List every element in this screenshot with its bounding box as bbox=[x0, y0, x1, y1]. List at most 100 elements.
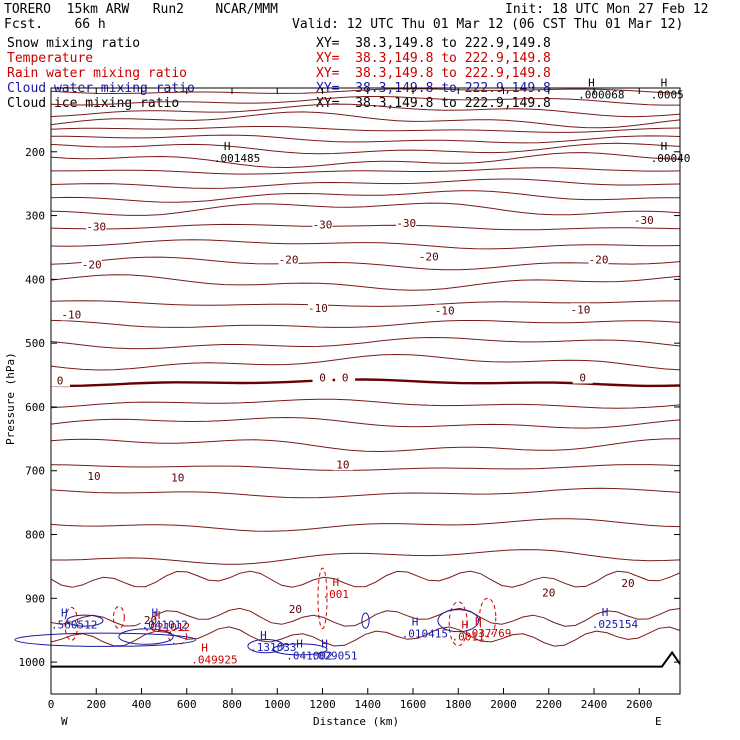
y-tick-label: 1000 bbox=[19, 656, 46, 669]
contour-label-bg bbox=[50, 374, 71, 387]
temperature-label: -30 bbox=[634, 214, 654, 227]
temperature-label: -30 bbox=[313, 218, 333, 231]
temperature-contour bbox=[50, 202, 681, 216]
contour-label-bg bbox=[278, 253, 299, 266]
temperature-label: -10 bbox=[435, 305, 455, 318]
temperature-contour bbox=[50, 178, 681, 189]
contour-label-bg bbox=[86, 220, 107, 233]
temperature-contour bbox=[50, 353, 681, 371]
temperature-contour bbox=[50, 319, 681, 328]
contour-label-bg bbox=[167, 471, 188, 484]
contour-label-bg bbox=[312, 218, 333, 231]
temperature-label: 20 bbox=[542, 586, 555, 599]
y-tick-label: 300 bbox=[25, 210, 45, 223]
x-axis-label: Distance (km) bbox=[313, 715, 399, 728]
x-tick-label: 400 bbox=[132, 698, 152, 711]
temperature-label: -30 bbox=[86, 220, 106, 233]
extremum-value-label: .001485 bbox=[214, 152, 260, 165]
temperature-label: 20 bbox=[144, 614, 157, 627]
temperature-contour bbox=[51, 549, 681, 565]
cloud-water-contour bbox=[272, 643, 328, 656]
contour-label-bg bbox=[307, 301, 328, 314]
extremum-value-label: .037769 bbox=[465, 627, 511, 640]
temperature-contour bbox=[50, 626, 681, 647]
high-marker: H bbox=[475, 615, 482, 628]
x-tick-label: 2000 bbox=[490, 698, 517, 711]
east-label: E bbox=[655, 715, 662, 728]
legend-snow: Snow mixing ratio bbox=[7, 36, 141, 51]
extremum-value-label: .560512 bbox=[51, 618, 97, 631]
contour-label-bg bbox=[418, 250, 439, 263]
legend-cloud-ice: Cloud ice mixing ratio bbox=[7, 96, 180, 111]
high-marker: H bbox=[152, 606, 159, 619]
contour-label-bg bbox=[285, 603, 306, 616]
valid-time: Valid: 12 UTC Thu 01 Mar 12 (06 CST Thu … bbox=[292, 17, 684, 32]
y-tick-label: 800 bbox=[25, 529, 45, 542]
high-marker: H bbox=[412, 615, 419, 628]
high-marker: H bbox=[61, 606, 68, 619]
x-tick-label: 2600 bbox=[626, 698, 653, 711]
y-tick-label: 900 bbox=[25, 592, 45, 605]
temperature-label: -10 bbox=[571, 303, 591, 316]
extremum-value-label: .131033 bbox=[250, 641, 296, 654]
contour-label-bg bbox=[572, 371, 593, 384]
contour-label-bg bbox=[570, 303, 591, 316]
temperature-contour bbox=[50, 142, 681, 155]
x-tick-label: 2200 bbox=[536, 698, 563, 711]
x-tick-label: 1400 bbox=[355, 698, 382, 711]
high-marker: H bbox=[296, 638, 303, 651]
temperature-contour bbox=[50, 274, 681, 291]
legend-snow-xy: XY= 38.3,149.8 to 222.9,149.8 bbox=[316, 36, 551, 51]
contour-label-bg bbox=[538, 586, 559, 599]
temperature-contour bbox=[50, 518, 681, 532]
temperature-contour bbox=[50, 126, 681, 133]
cloud-water-contour bbox=[118, 628, 174, 645]
legend-rain-xy: XY= 38.3,149.8 to 222.9,149.8 bbox=[316, 66, 551, 81]
temperature-contour bbox=[50, 96, 680, 106]
rain-water-contour bbox=[112, 605, 125, 629]
temperature-label: -20 bbox=[279, 254, 299, 267]
high-marker: H bbox=[602, 606, 609, 619]
temperature-contour bbox=[50, 88, 681, 95]
y-tick-label: 200 bbox=[25, 146, 45, 159]
temperature-label: 0 bbox=[342, 372, 349, 385]
y-tick-label: 400 bbox=[25, 273, 45, 286]
contour-label-bg bbox=[335, 371, 356, 384]
temperature-contour bbox=[50, 487, 681, 499]
temperature-contour bbox=[50, 111, 681, 129]
temperature-contour bbox=[50, 256, 681, 271]
high-marker: H bbox=[321, 638, 328, 651]
high-marker: H bbox=[201, 642, 208, 655]
y-axis-label: Pressure (hPa) bbox=[4, 352, 17, 445]
contour-label-bg bbox=[588, 253, 609, 266]
temperature-contour bbox=[50, 190, 681, 203]
contour-label-bg bbox=[312, 371, 333, 384]
temperature-label: -20 bbox=[419, 250, 439, 263]
high-marker: H bbox=[588, 76, 595, 89]
temperature-contour bbox=[50, 223, 681, 231]
temperature-contour bbox=[50, 134, 681, 144]
x-tick-label: 600 bbox=[177, 698, 197, 711]
rain-water-contour bbox=[64, 606, 79, 641]
forecast-hour: Fcst. 66 h bbox=[4, 17, 106, 32]
extremum-value-label: .049925 bbox=[191, 654, 237, 667]
temperature-label: 0 bbox=[57, 375, 64, 388]
terrain-line bbox=[51, 650, 681, 668]
x-tick-label: 1800 bbox=[445, 698, 472, 711]
temperature-label: 10 bbox=[87, 470, 100, 483]
rain-water-contour bbox=[479, 597, 497, 638]
y-tick-label: 700 bbox=[25, 465, 45, 478]
high-marker: H bbox=[154, 609, 161, 622]
contour-label-bg bbox=[434, 304, 455, 317]
extremum-value-label: .029051 bbox=[311, 650, 357, 663]
extremum-value-label: .001 bbox=[323, 588, 350, 601]
extremum-value-label: .0011 bbox=[451, 631, 484, 644]
temperature-label: 0 bbox=[579, 372, 586, 385]
cloud-water-contour bbox=[361, 612, 370, 629]
extremum-value-label: .025154 bbox=[592, 618, 639, 631]
plot-frame bbox=[50, 87, 681, 695]
contour-label-bg bbox=[396, 217, 417, 230]
cloud-water-contour bbox=[66, 614, 104, 627]
temperature-label: 20 bbox=[621, 577, 634, 590]
